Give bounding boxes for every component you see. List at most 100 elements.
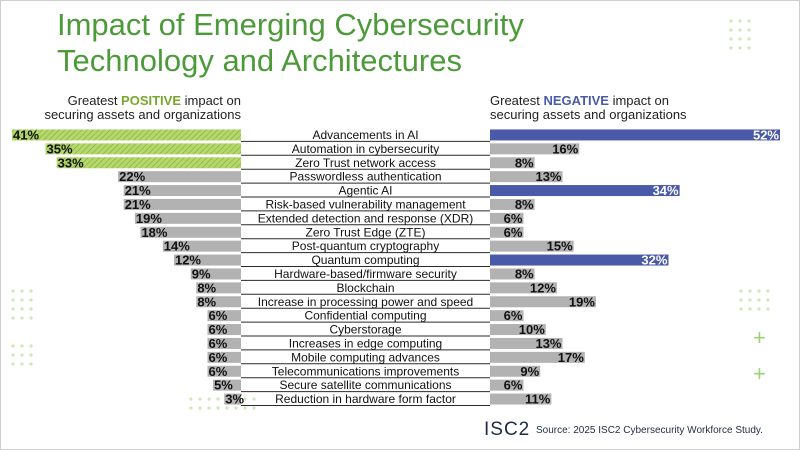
negative-bar: [490, 198, 535, 210]
negative-value-label: 13%: [535, 336, 561, 351]
positive-value-label: 22%: [119, 169, 145, 184]
plus-decoration-icon: +: [753, 361, 766, 386]
negative-bar: [490, 268, 535, 280]
positive-header-line2: securing assets and organizations: [44, 107, 241, 122]
decor-dot: [207, 397, 211, 401]
positive-bar: [173, 254, 241, 266]
positive-value-label: 6%: [208, 322, 227, 337]
category-label: Increase in processing power and speed: [258, 295, 473, 309]
positive-value-label: 6%: [208, 350, 227, 365]
decor-dot: [198, 406, 202, 410]
decor-dot: [729, 28, 733, 32]
decor-dot: [29, 307, 33, 311]
category-label: Zero Trust network access: [295, 156, 436, 170]
negative-value-label: 8%: [515, 266, 534, 281]
negative-value-label: 16%: [552, 141, 578, 156]
negative-bar: [490, 226, 524, 238]
negative-value-label: 8%: [515, 197, 534, 212]
decor-dot: [729, 37, 733, 41]
positive-bar: [134, 212, 241, 224]
decor-dot: [189, 406, 193, 410]
negative-bar: [490, 171, 563, 183]
decor-dot: [20, 289, 24, 293]
category-label: Quantum computing: [311, 253, 419, 267]
positive-column-header: Greatest POSITIVE impact on securing ass…: [9, 94, 241, 122]
positive-value-label: 21%: [125, 197, 151, 212]
negative-bar: [490, 129, 780, 141]
category-label: Increases in edge computing: [289, 336, 442, 350]
decor-dot: [747, 46, 751, 50]
decor-dot: [20, 307, 24, 311]
decor-dot: [29, 289, 33, 293]
positive-header-emphasis: POSITIVE: [121, 93, 182, 108]
negative-bar: [490, 337, 563, 349]
positive-value-label: 19%: [136, 211, 162, 226]
negative-value-label: 6%: [504, 378, 523, 393]
decor-dot: [738, 37, 742, 41]
decor-dot: [739, 307, 743, 311]
decor-dot: [739, 298, 743, 302]
decor-dot: [20, 344, 24, 348]
title-line-2: Technology and Architectures: [57, 43, 462, 78]
negative-value-label: 19%: [569, 294, 595, 309]
negative-value-label: 52%: [753, 127, 779, 142]
negative-value-label: 17%: [558, 350, 584, 365]
category-label: Blockchain: [336, 281, 394, 295]
negative-bar: [490, 379, 524, 391]
decor-dot: [243, 406, 247, 410]
negative-value-label: 13%: [535, 169, 561, 184]
negative-bar: [490, 393, 552, 405]
positive-value-label: 21%: [125, 183, 151, 198]
positive-bar: [196, 282, 241, 294]
negative-value-label: 8%: [515, 155, 534, 170]
decor-dot: [20, 353, 24, 357]
category-label: Extended detection and response (XDR): [258, 211, 473, 225]
positive-bar: [123, 198, 241, 210]
decor-dot: [747, 19, 751, 23]
isc2-logo: ISC2: [484, 419, 531, 440]
positive-header-after: impact on: [181, 93, 241, 108]
decor-dot: [20, 362, 24, 366]
decor-dot: [748, 307, 752, 311]
decor-dot: [225, 406, 229, 410]
negative-value-label: 12%: [530, 280, 556, 295]
positive-bar: [207, 365, 241, 377]
negative-value-label: 11%: [525, 392, 551, 407]
negative-value-label: 6%: [504, 225, 523, 240]
negative-value-label: 34%: [653, 183, 679, 198]
positive-bar: [190, 268, 241, 280]
negative-value-label: 6%: [504, 211, 523, 226]
negative-header-line2: securing assets and organizations: [490, 107, 687, 122]
positive-bar: [162, 240, 241, 252]
decor-dot: [766, 307, 770, 311]
positive-bar: [118, 171, 241, 183]
positive-bar: [207, 351, 241, 363]
decor-dot: [757, 298, 761, 302]
decor-dot: [234, 406, 238, 410]
decor-dot: [11, 353, 15, 357]
negative-value-label: 9%: [520, 364, 539, 379]
decor-dot: [198, 397, 202, 401]
category-label: Cyberstorage: [329, 323, 401, 337]
positive-bar: [123, 185, 241, 197]
category-label: Mobile computing advances: [291, 350, 440, 364]
decor-dot: [748, 298, 752, 302]
decor-dot: [738, 28, 742, 32]
decor-dot: [252, 397, 256, 401]
positive-value-label: 33%: [58, 155, 84, 170]
decor-dot: [729, 46, 733, 50]
category-label: Confidential computing: [304, 309, 426, 323]
negative-bar: [490, 254, 669, 266]
positive-value-label: 6%: [208, 308, 227, 323]
positive-value-label: 6%: [208, 336, 227, 351]
negative-bar: [490, 157, 535, 169]
positive-value-label: 9%: [192, 266, 211, 281]
positive-value-label: 35%: [47, 141, 73, 156]
positive-value-label: 5%: [214, 378, 233, 393]
decor-dot: [207, 406, 211, 410]
positive-bar: [196, 296, 241, 308]
negative-bar: [490, 282, 557, 294]
negative-column-header: Greatest NEGATIVE impact on securing ass…: [490, 94, 710, 122]
negative-header-after: impact on: [608, 93, 669, 108]
